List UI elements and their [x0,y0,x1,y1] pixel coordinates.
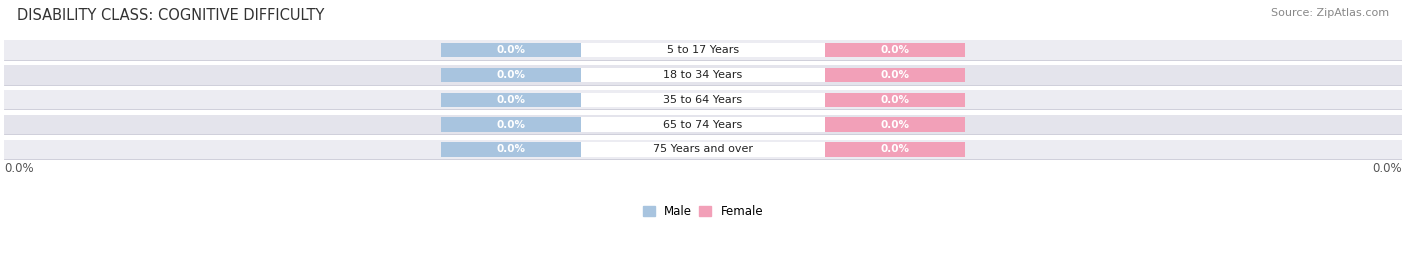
Text: 5 to 17 Years: 5 to 17 Years [666,45,740,55]
Text: 0.0%: 0.0% [880,144,910,154]
Bar [825,142,965,157]
Bar [4,40,1402,60]
Text: 75 Years and over: 75 Years and over [652,144,754,154]
Bar [441,43,965,57]
Text: 0.0%: 0.0% [496,95,526,105]
Text: 0.0%: 0.0% [496,70,526,80]
Bar [581,117,825,132]
Bar [441,142,965,157]
Bar [825,43,965,57]
Text: 35 to 64 Years: 35 to 64 Years [664,95,742,105]
Bar [4,115,1402,134]
Bar [825,117,965,132]
Bar [441,117,965,132]
Text: 0.0%: 0.0% [4,162,34,175]
Bar [581,93,825,107]
Bar [441,43,581,57]
Bar [825,93,965,107]
Text: 0.0%: 0.0% [880,70,910,80]
Bar [4,65,1402,84]
Bar [441,68,581,82]
Text: 0.0%: 0.0% [496,119,526,130]
Legend: Male, Female: Male, Female [638,200,768,223]
Bar [581,43,825,57]
Bar [441,117,581,132]
Bar [4,90,1402,109]
Bar [441,68,965,82]
Bar [4,140,1402,159]
Text: 0.0%: 0.0% [880,119,910,130]
Bar [581,142,825,157]
Text: Source: ZipAtlas.com: Source: ZipAtlas.com [1271,8,1389,18]
Bar [441,142,581,157]
Text: DISABILITY CLASS: COGNITIVE DIFFICULTY: DISABILITY CLASS: COGNITIVE DIFFICULTY [17,8,325,23]
Bar [825,68,965,82]
Text: 0.0%: 0.0% [496,144,526,154]
Text: 18 to 34 Years: 18 to 34 Years [664,70,742,80]
Text: 65 to 74 Years: 65 to 74 Years [664,119,742,130]
Bar [441,93,581,107]
Text: 0.0%: 0.0% [496,45,526,55]
Bar [441,93,965,107]
Text: 0.0%: 0.0% [880,45,910,55]
Text: 0.0%: 0.0% [880,95,910,105]
Text: 0.0%: 0.0% [1372,162,1402,175]
Bar [581,68,825,82]
